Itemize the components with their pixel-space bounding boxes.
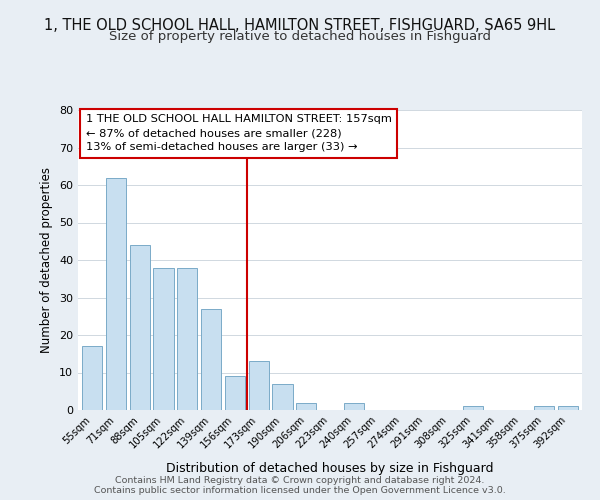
- Bar: [106, 178, 126, 410]
- Y-axis label: Number of detached properties: Number of detached properties: [40, 167, 53, 353]
- Bar: [296, 402, 316, 410]
- Bar: [154, 268, 173, 410]
- Text: Contains HM Land Registry data © Crown copyright and database right 2024.: Contains HM Land Registry data © Crown c…: [115, 476, 485, 485]
- Bar: [82, 346, 103, 410]
- Bar: [248, 361, 269, 410]
- Text: 1 THE OLD SCHOOL HALL HAMILTON STREET: 157sqm
← 87% of detached houses are small: 1 THE OLD SCHOOL HALL HAMILTON STREET: 1…: [86, 114, 391, 152]
- Text: 1, THE OLD SCHOOL HALL, HAMILTON STREET, FISHGUARD, SA65 9HL: 1, THE OLD SCHOOL HALL, HAMILTON STREET,…: [44, 18, 556, 32]
- Bar: [130, 245, 150, 410]
- Bar: [557, 406, 578, 410]
- Bar: [225, 376, 245, 410]
- Text: Contains public sector information licensed under the Open Government Licence v3: Contains public sector information licen…: [94, 486, 506, 495]
- Bar: [344, 402, 364, 410]
- X-axis label: Distribution of detached houses by size in Fishguard: Distribution of detached houses by size …: [166, 462, 494, 474]
- Text: Size of property relative to detached houses in Fishguard: Size of property relative to detached ho…: [109, 30, 491, 43]
- Bar: [201, 308, 221, 410]
- Bar: [272, 384, 293, 410]
- Bar: [177, 268, 197, 410]
- Bar: [534, 406, 554, 410]
- Bar: [463, 406, 483, 410]
